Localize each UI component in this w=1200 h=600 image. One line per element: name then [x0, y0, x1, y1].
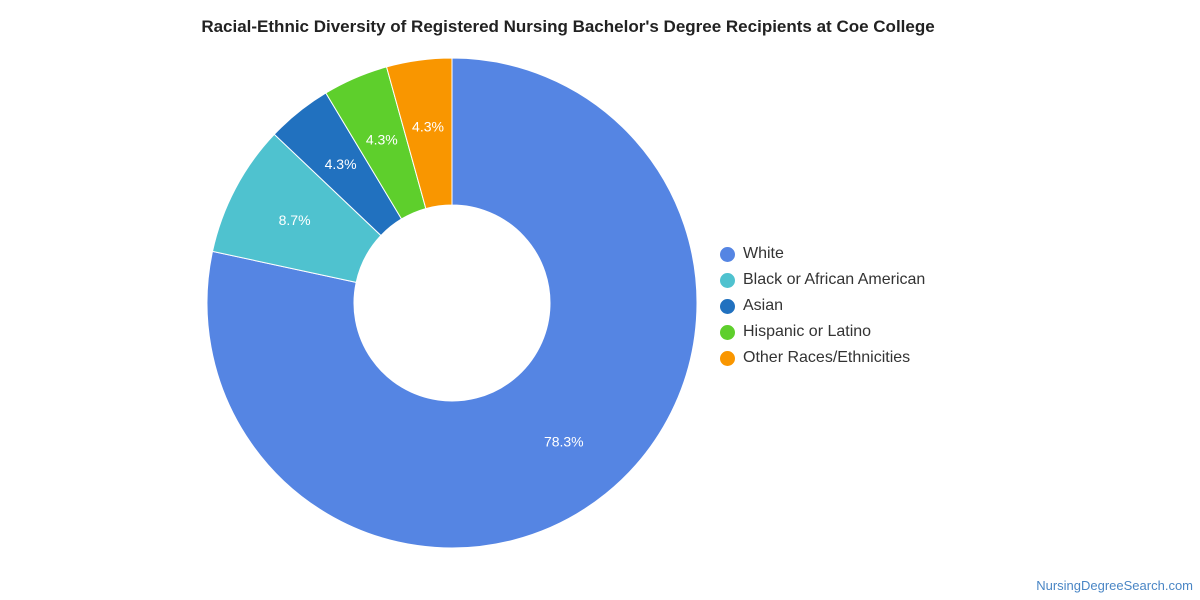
- donut-data-labels: 78.3% 8.7% 4.3% 4.3% 4.3%: [279, 119, 584, 450]
- chart-legend: White Black or African American Asian Hispa…: [720, 241, 925, 371]
- legend-item[interactable]: Hispanic or Latino: [720, 319, 925, 345]
- data-label: 4.3%: [366, 131, 398, 147]
- legend-marker: [720, 272, 735, 288]
- legend-marker: [720, 246, 735, 262]
- data-label: 4.3%: [325, 156, 357, 172]
- legend-marker: [720, 298, 735, 314]
- data-label: 8.7%: [279, 212, 311, 228]
- legend-marker: [720, 350, 735, 366]
- data-label: 78.3%: [544, 434, 584, 450]
- legend-item[interactable]: Black or African American: [720, 267, 925, 293]
- legend-item[interactable]: White: [720, 241, 925, 267]
- chart-title: Racial-Ethnic Diversity of Registered Nu…: [201, 17, 935, 36]
- legend-label: Asian: [743, 297, 784, 314]
- donut-slices: [206, 57, 698, 549]
- legend-label: Hispanic or Latino: [743, 323, 872, 340]
- legend-label: White: [743, 245, 784, 262]
- legend-item[interactable]: Asian: [720, 293, 925, 319]
- source-watermark[interactable]: NursingDegreeSearch.com: [1036, 578, 1193, 593]
- legend-marker: [720, 324, 735, 340]
- legend-item[interactable]: Other Races/Ethnicities: [720, 345, 925, 371]
- slice-white[interactable]: [206, 57, 698, 549]
- legend-label: Other Races/Ethnicities: [743, 349, 911, 366]
- legend-label: Black or African American: [743, 271, 926, 288]
- data-label: 4.3%: [412, 119, 444, 135]
- slice-other-races-ethnicities[interactable]: [385, 57, 453, 210]
